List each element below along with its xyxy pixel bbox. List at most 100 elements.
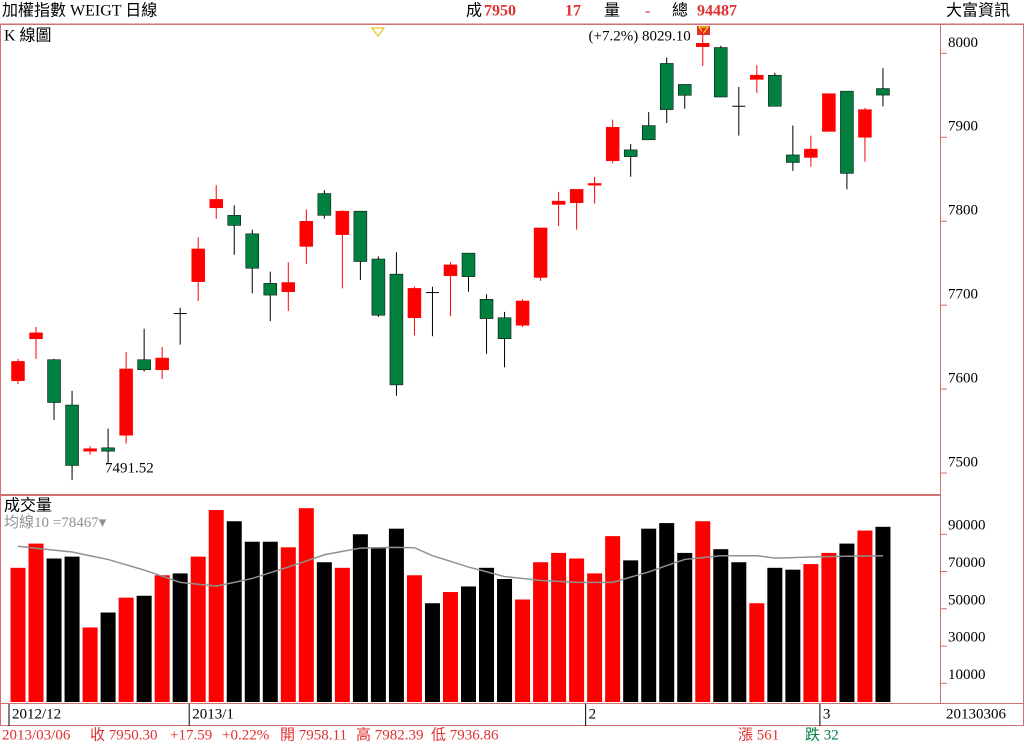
volume-bar (461, 586, 476, 702)
brand: 大富資訊 (946, 2, 1010, 20)
volume-bar (208, 510, 224, 702)
status-percent: +0.22% (222, 727, 269, 743)
volume-bar (226, 521, 242, 702)
body (407, 288, 422, 318)
body (101, 447, 115, 452)
body (822, 93, 836, 132)
total: 94487 (697, 3, 737, 20)
y-tick-label: 70000 (948, 555, 986, 571)
body (65, 404, 79, 466)
x-tick-label: 3 (823, 706, 831, 722)
body (659, 63, 674, 110)
body (551, 200, 566, 205)
body (443, 264, 458, 277)
volume-bar (533, 562, 549, 702)
volume-bar (280, 547, 296, 702)
volume-bar (406, 575, 422, 702)
x-tick-label: 2012/12 (12, 706, 61, 722)
body (245, 233, 260, 269)
volume-bar (424, 603, 440, 702)
volume-bar (767, 567, 783, 702)
volume-bar (713, 549, 729, 702)
y-tick-label: 8000 (948, 35, 978, 51)
body (605, 126, 620, 162)
y-tick-label: 7600 (948, 371, 978, 387)
body (335, 210, 350, 235)
volume-bar (388, 528, 404, 702)
volume-bar (695, 521, 711, 702)
y-tick-label: 50000 (948, 592, 986, 608)
body (533, 227, 548, 278)
x-tick-label: 2013/1 (192, 706, 234, 722)
volume-bar (605, 536, 621, 702)
volume-bar (28, 543, 44, 702)
body (750, 74, 764, 80)
low-annotation: 7491.52 (105, 461, 154, 477)
status-high: 高 7982.39 (356, 726, 424, 743)
price-title: K 線圖 (4, 27, 52, 45)
volume-bar (857, 530, 873, 702)
status-low: 低 7936.86 (431, 726, 499, 743)
marker (698, 26, 709, 34)
volume-bar (731, 562, 747, 702)
volume-bar (749, 603, 765, 702)
marker (371, 27, 385, 37)
y-tick-label: 10000 (948, 667, 986, 683)
volume-bar (551, 552, 567, 702)
header-title: 加權指數 WEIGT 日線 (2, 2, 157, 20)
volume-bar (316, 562, 332, 702)
y-tick-label: 90000 (948, 518, 986, 534)
volume-bar (100, 612, 116, 702)
volume-bar (352, 534, 368, 702)
ma-label: =78467▾ (53, 515, 107, 531)
body (515, 300, 530, 326)
body (461, 252, 476, 277)
volume-bar (839, 543, 855, 702)
volume-bar (190, 556, 206, 702)
body (353, 210, 368, 262)
body (47, 359, 61, 403)
body (371, 258, 386, 316)
body (155, 357, 169, 371)
body (696, 43, 710, 47)
body (786, 154, 800, 163)
volume: - (645, 3, 650, 20)
marker-box (697, 26, 710, 35)
body (497, 317, 512, 339)
deal: 7950 (484, 3, 516, 20)
volume-bar (587, 573, 603, 702)
y-tick-label: 7700 (948, 287, 978, 303)
volume-bar (334, 567, 350, 702)
body (317, 193, 332, 216)
volume-bar (298, 508, 314, 702)
body (209, 199, 223, 209)
volume-bar (172, 573, 188, 702)
body (263, 283, 278, 296)
volume-bar (803, 564, 819, 702)
status-date: 2013/03/06 (2, 727, 71, 743)
body (119, 368, 133, 436)
status-fall: 跌 32 (805, 726, 839, 743)
body (768, 74, 782, 107)
status-rise: 漲 561 (738, 726, 779, 743)
volume-bar (262, 541, 278, 702)
volume-bar (10, 567, 26, 702)
body (83, 448, 97, 452)
volume-bar (497, 579, 513, 702)
ma-line (17, 545, 883, 587)
volume-bar (82, 627, 98, 702)
volume-bar (569, 558, 585, 702)
y-tick-label: 7500 (948, 454, 978, 470)
high-annotation: (+7.2%) 8029.10 (589, 28, 691, 44)
body (804, 148, 818, 158)
volume-bar (118, 597, 134, 702)
y-tick-label: 7800 (948, 203, 978, 219)
body (587, 183, 602, 186)
body (11, 361, 25, 381)
body (876, 88, 890, 96)
ma-name: 均線10 (4, 514, 49, 531)
volume-bar (821, 552, 837, 702)
body (137, 359, 151, 371)
volume-bar (875, 526, 891, 702)
